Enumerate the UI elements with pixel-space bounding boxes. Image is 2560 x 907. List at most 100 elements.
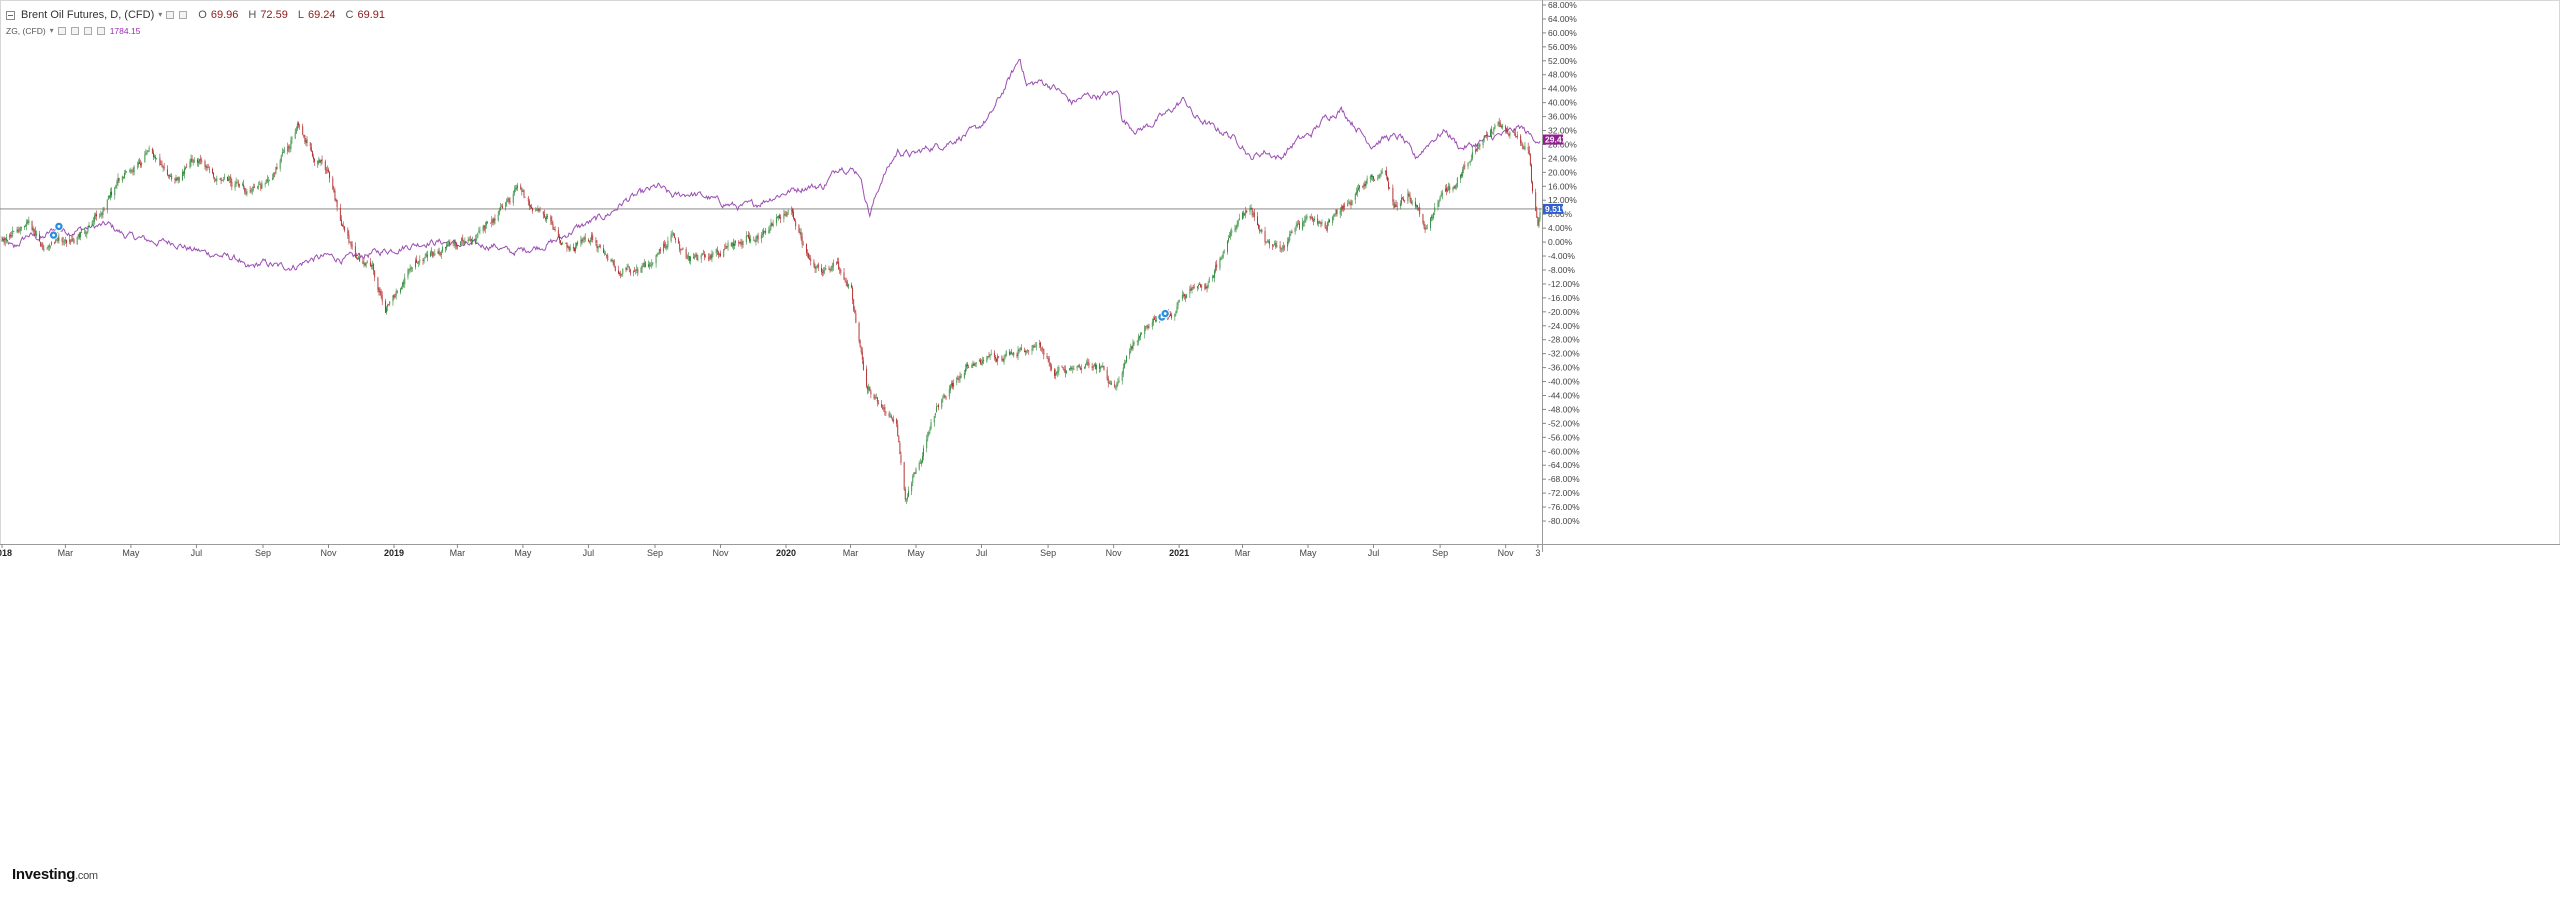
candle-body [1530, 164, 1532, 182]
candle-body [118, 177, 120, 181]
candle-body [1222, 252, 1224, 258]
candle-body [659, 249, 661, 252]
candle-body [926, 439, 928, 449]
candle-body [988, 356, 990, 358]
close-label: C [345, 9, 354, 21]
candle-body [757, 235, 759, 240]
candle-body [875, 397, 877, 399]
candle-body [50, 241, 52, 245]
candle-body [1508, 134, 1510, 137]
candle-body [1429, 217, 1431, 229]
candle-body [855, 313, 857, 323]
candle-body [1258, 224, 1260, 229]
candle-body [204, 161, 206, 167]
candle-body [1136, 341, 1138, 342]
candle-body [898, 436, 900, 443]
candle-body [252, 186, 254, 189]
candle-body [1499, 122, 1501, 127]
open-value: 69.96 [210, 9, 239, 21]
x-tick-label: Jul [976, 548, 988, 558]
compare-series-title[interactable]: ZG, (CFD) [6, 26, 46, 36]
candle-body [790, 210, 792, 211]
candle-body [814, 265, 816, 269]
chevron-down-icon[interactable]: ▾ [158, 10, 163, 19]
candle-body [821, 267, 822, 272]
candle-body [892, 419, 894, 422]
candle-body [1238, 218, 1240, 221]
candle-body [1303, 221, 1305, 223]
collapse-icon[interactable] [6, 10, 15, 20]
candle-body [1214, 270, 1216, 278]
candle-body [92, 220, 94, 222]
candle-body [281, 152, 283, 155]
investing-logo[interactable]: Investing.com [12, 866, 98, 883]
candle-body [862, 360, 864, 370]
candle-body [1058, 366, 1060, 372]
candle-body [964, 368, 966, 373]
candle-body [4, 241, 6, 243]
candle-body [306, 139, 308, 144]
candle-body [792, 209, 793, 213]
candle-body [1198, 285, 1199, 286]
candle-body [754, 240, 756, 242]
candle-body [168, 174, 169, 176]
candle-body [1529, 154, 1531, 166]
close-icon[interactable] [83, 27, 92, 35]
candle-body [793, 212, 795, 219]
candle-body [200, 159, 202, 161]
candle-body [1484, 135, 1486, 137]
candle-body [1317, 218, 1319, 224]
candle-body [1072, 368, 1074, 370]
candle-body [1013, 352, 1015, 356]
event-marker[interactable] [1160, 308, 1170, 319]
candle-body [9, 235, 10, 238]
candle-body [400, 288, 401, 293]
x-tick-label: Jul [583, 548, 595, 558]
candle-body [1219, 258, 1221, 269]
compare-series-legend[interactable]: ZG, (CFD) ▾ 1784.15 [6, 24, 385, 38]
visibility-icon[interactable] [57, 27, 66, 35]
settings-icon[interactable] [166, 11, 175, 19]
candle-body [404, 277, 406, 285]
candle-body [369, 262, 371, 266]
candle-body [1237, 220, 1239, 225]
candle-body [696, 254, 698, 260]
candle-body [1253, 212, 1255, 218]
main-series-title[interactable]: Brent Oil Futures, D, (CFD) [21, 9, 155, 21]
event-marker[interactable] [54, 221, 64, 232]
candle-body [1117, 381, 1119, 384]
candle-body [77, 234, 79, 237]
candle-body [136, 165, 138, 167]
settings-icon[interactable] [70, 27, 79, 35]
candle-body [63, 241, 65, 243]
candle-body [1111, 383, 1112, 385]
close-icon[interactable] [179, 11, 188, 19]
candle-body [284, 150, 285, 152]
candle-body [1347, 202, 1349, 207]
candle-body [927, 432, 929, 439]
candle-body [1109, 382, 1111, 384]
low-label: L [297, 9, 304, 21]
candle-body [1463, 165, 1465, 171]
candle-body [604, 253, 605, 254]
candle-body [903, 462, 905, 490]
candle-body [1034, 346, 1036, 348]
candle-body [843, 272, 845, 280]
candle-body [1047, 358, 1049, 360]
more-icon[interactable] [96, 27, 105, 35]
candle-body [296, 123, 298, 129]
candle-body [784, 213, 786, 215]
candle-body [321, 159, 323, 162]
candle-body [229, 177, 231, 179]
candle-body [1055, 373, 1057, 376]
main-series-legend[interactable]: Brent Oil Futures, D, (CFD) ▾ O 69.96 H 72… [6, 8, 385, 22]
chevron-down-icon[interactable]: ▾ [49, 26, 54, 35]
candle-body [64, 239, 66, 241]
event-marker[interactable] [48, 230, 59, 240]
candle-body [987, 356, 989, 357]
candle-body [532, 207, 534, 211]
candle-body [1024, 350, 1025, 353]
candle-body [126, 171, 128, 173]
